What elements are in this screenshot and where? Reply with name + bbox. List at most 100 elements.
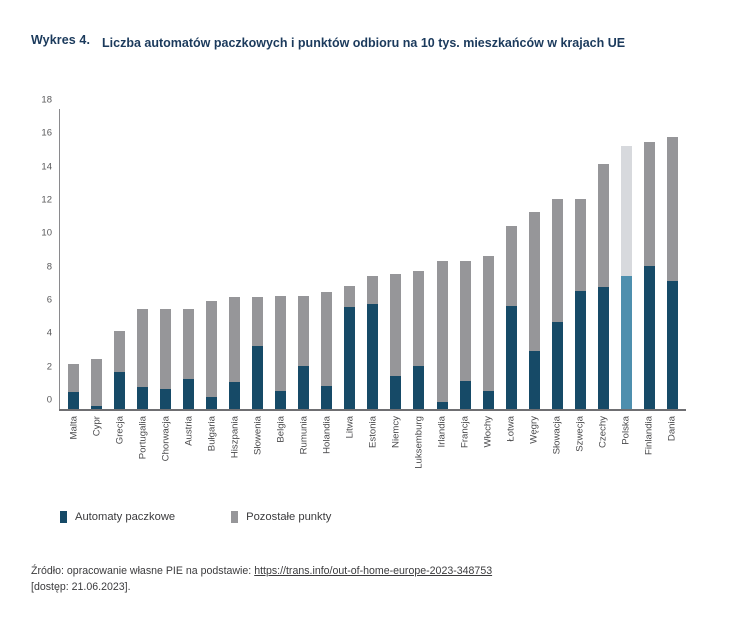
- bar-segment-other-points: [68, 364, 80, 393]
- stacked-bar: [528, 212, 540, 409]
- y-axis-tick-16: 16: [41, 127, 52, 139]
- bar-column: [200, 109, 223, 409]
- bar-segment-other-points: [160, 309, 172, 389]
- bar-column: [638, 109, 661, 409]
- y-axis-tick-8: 8: [46, 261, 52, 273]
- bar-column: [108, 109, 131, 409]
- legend-swatch-icon: [231, 511, 239, 523]
- legend-item-parcel-lockers[interactable]: Automaty paczkowe: [60, 511, 175, 523]
- bar-column: [269, 109, 292, 409]
- x-axis-label: Słowenia: [252, 416, 264, 455]
- x-label-column: Malta: [62, 412, 85, 500]
- bar-segment-parcel-lockers: [413, 365, 425, 409]
- stacked-bar: [91, 359, 103, 409]
- x-axis-label: Rumunia: [298, 416, 310, 455]
- x-axis-label: Austria: [183, 416, 195, 446]
- x-label-column: Portugalia: [131, 412, 154, 500]
- bar-column: [154, 109, 177, 409]
- x-label-column: Węgry: [523, 412, 546, 500]
- bar-segment-parcel-lockers: [275, 390, 287, 409]
- bar-segment-other-points: [275, 295, 287, 391]
- bar-column: [407, 109, 430, 409]
- x-axis-line: [59, 409, 686, 411]
- bar-column: [292, 109, 315, 409]
- legend-item-other-points[interactable]: Pozostałe punkty: [231, 511, 331, 523]
- x-label-column: Chorwacja: [154, 412, 177, 500]
- x-label-column: Austria: [177, 412, 200, 500]
- x-axis-label: Irlandia: [436, 416, 448, 448]
- bar-segment-parcel-lockers: [620, 275, 632, 409]
- x-axis-label: Francja: [459, 416, 471, 448]
- bar-column: [62, 109, 85, 409]
- x-label-column: Niemcy: [384, 412, 407, 500]
- bars-container: [60, 109, 686, 409]
- source-access-date: [dostęp: 21.06.2023].: [31, 581, 131, 594]
- x-axis-label: Dania: [666, 416, 678, 442]
- stacked-bar: [229, 297, 241, 409]
- bar-column: [246, 109, 269, 409]
- y-axis-tick-4: 4: [46, 327, 52, 339]
- bar-column: [384, 109, 407, 409]
- bar-segment-parcel-lockers: [252, 345, 264, 409]
- bar-segment-parcel-lockers: [643, 265, 655, 409]
- stacked-bar: [321, 292, 333, 409]
- stacked-bar: [160, 309, 172, 409]
- legend-label: Pozostałe punkty: [246, 511, 332, 523]
- bar-segment-other-points: [597, 164, 609, 288]
- stacked-bar: [666, 137, 678, 409]
- bar-segment-parcel-lockers: [505, 305, 517, 409]
- bar-column: [177, 109, 200, 409]
- x-axis-label: Belgia: [275, 416, 287, 443]
- bar-segment-parcel-lockers: [91, 405, 103, 409]
- bar-column: [615, 109, 638, 409]
- bar-column: [85, 109, 108, 409]
- bar-segment-parcel-lockers: [68, 392, 80, 409]
- stacked-bar: [505, 225, 517, 409]
- bar-segment-other-points: [551, 199, 563, 323]
- bar-segment-parcel-lockers: [344, 307, 356, 409]
- x-label-column: Słowacja: [546, 412, 569, 500]
- bar-segment-other-points: [459, 260, 471, 381]
- bar-segment-parcel-lockers: [160, 389, 172, 409]
- bar-segment-parcel-lockers: [298, 365, 310, 409]
- bar-segment-parcel-lockers: [666, 280, 678, 409]
- x-axis-label: Polska: [620, 416, 632, 445]
- stacked-bar: [298, 295, 310, 409]
- bar-segment-other-points: [298, 295, 310, 366]
- bar-segment-other-points: [114, 330, 126, 373]
- x-axis-labels: Malta Cypr Grecja Portugalia Chorwacja Austri…: [31, 412, 678, 500]
- stacked-bar: [275, 295, 287, 409]
- bar-segment-other-points: [413, 270, 425, 366]
- x-label-column: Słowenia: [246, 412, 269, 500]
- x-axis-label: Szwecja: [574, 416, 586, 452]
- bar-column: [131, 109, 154, 409]
- bar-segment-other-points: [183, 309, 195, 379]
- x-label-column: Szwecja: [569, 412, 592, 500]
- bar-segment-other-points: [482, 255, 494, 391]
- bar-segment-parcel-lockers: [436, 402, 448, 409]
- x-axis-label: Włochy: [482, 416, 494, 448]
- x-axis-label: Hiszpania: [229, 416, 241, 459]
- legend-swatch-icon: [60, 511, 67, 523]
- y-axis-tick-18: 18: [41, 94, 52, 106]
- bar-segment-other-points: [252, 297, 264, 346]
- source-link[interactable]: https://trans.info/out-of-home-europe-20…: [254, 565, 493, 577]
- x-label-column: Belgia: [269, 412, 292, 500]
- bar-segment-other-points: [229, 297, 241, 383]
- bar-segment-other-points: [137, 309, 149, 388]
- x-label-column: Luksemburg: [407, 412, 430, 500]
- bar-segment-other-points: [666, 137, 678, 281]
- y-axis-tick-2: 2: [46, 361, 52, 373]
- x-label-column: Litwa: [338, 412, 361, 500]
- bar-segment-other-points: [321, 292, 333, 386]
- chart-legend: Automaty paczkowe Pozostałe punkty: [60, 511, 331, 523]
- bar-segment-other-points: [91, 359, 103, 406]
- bar-column: [223, 109, 246, 409]
- x-axis-label: Niemcy: [390, 416, 402, 448]
- bar-column: [500, 109, 523, 409]
- x-axis-label: Łotwa: [505, 416, 517, 442]
- bar-column: [546, 109, 569, 409]
- stacked-bar: [482, 255, 494, 409]
- bar-segment-parcel-lockers: [551, 322, 563, 409]
- x-axis-label: Chorwacja: [160, 416, 172, 462]
